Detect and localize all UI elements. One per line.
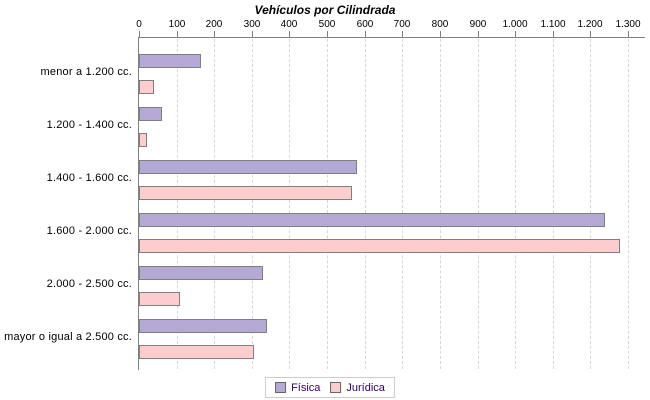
x-tick-mark xyxy=(628,31,629,38)
legend-label: Jurídica xyxy=(346,381,385,394)
y-category-label: 1.400 - 1.600 cc. xyxy=(46,172,132,184)
x-tick-mark xyxy=(139,31,140,38)
x-tick-mark xyxy=(327,31,328,38)
bar-juridica xyxy=(139,186,352,200)
bar-juridica xyxy=(139,133,147,147)
x-tick-label: 200 xyxy=(205,19,223,30)
gridline xyxy=(252,39,253,369)
x-tick-label: 300 xyxy=(243,19,261,30)
x-tick-label: 700 xyxy=(393,19,411,30)
x-tick-label: 100 xyxy=(168,19,186,30)
legend-swatch-fisica xyxy=(275,382,287,393)
x-tick-label: 500 xyxy=(318,19,336,30)
x-tick-mark xyxy=(252,31,253,38)
y-category-label: 1.600 - 2.000 cc. xyxy=(46,225,132,237)
x-tick-mark xyxy=(177,31,178,38)
bar-fisica xyxy=(139,160,357,174)
gridline xyxy=(440,39,441,369)
bar-fisica xyxy=(139,54,201,68)
gridline xyxy=(628,39,629,369)
x-tick-mark xyxy=(590,31,591,38)
y-category-label: mayor o igual a 2.500 cc. xyxy=(4,331,132,343)
x-tick-label: 400 xyxy=(280,19,298,30)
gridline xyxy=(553,39,554,369)
bar-juridica xyxy=(139,292,180,306)
x-tick-mark xyxy=(289,31,290,38)
bar-fisica xyxy=(139,319,267,333)
x-tick-label: 0 xyxy=(136,19,142,30)
x-tick-mark xyxy=(402,31,403,38)
x-tick-label: 1.000 xyxy=(502,19,528,30)
x-tick-mark xyxy=(214,31,215,38)
gridline xyxy=(590,39,591,369)
bar-juridica xyxy=(139,239,620,253)
gridline xyxy=(515,39,516,369)
bar-juridica xyxy=(139,345,254,359)
x-tick-mark xyxy=(515,31,516,38)
x-tick-mark xyxy=(440,31,441,38)
legend-label: Física xyxy=(291,381,321,394)
x-tick-label: 1.200 xyxy=(577,19,603,30)
bar-fisica xyxy=(139,213,605,227)
gridline xyxy=(289,39,290,369)
x-tick-label: 1.100 xyxy=(540,19,566,30)
gridline xyxy=(402,39,403,369)
bar-fisica xyxy=(139,107,162,121)
x-tick-mark xyxy=(553,31,554,38)
gridline xyxy=(327,39,328,369)
x-tick-label: 600 xyxy=(356,19,374,30)
chart-title: Vehículos por Cilindrada xyxy=(254,3,396,17)
x-tick-mark xyxy=(478,31,479,38)
gridline xyxy=(177,39,178,369)
x-tick-label: 900 xyxy=(469,19,487,30)
bar-juridica xyxy=(139,80,154,94)
x-tick-mark xyxy=(365,31,366,38)
legend-item: Jurídica xyxy=(330,382,385,394)
legend-swatch-juridica xyxy=(330,382,342,393)
legend: Física Jurídica xyxy=(265,377,395,398)
gridline xyxy=(214,39,215,369)
x-tick-label: 1.300 xyxy=(615,19,641,30)
y-category-label: 2.000 - 2.500 cc. xyxy=(46,278,132,290)
y-category-label: 1.200 - 1.400 cc. xyxy=(46,119,132,131)
legend-item: Física xyxy=(275,382,320,394)
gridline xyxy=(478,39,479,369)
bar-fisica xyxy=(139,266,263,280)
plot-area: 0 100 200 300 400 500 600 700 800 900 1.000 1.100 1.… xyxy=(136,19,645,370)
y-category-label: menor a 1.200 cc. xyxy=(40,66,132,78)
gridline xyxy=(365,39,366,369)
x-tick-label: 800 xyxy=(431,19,449,30)
